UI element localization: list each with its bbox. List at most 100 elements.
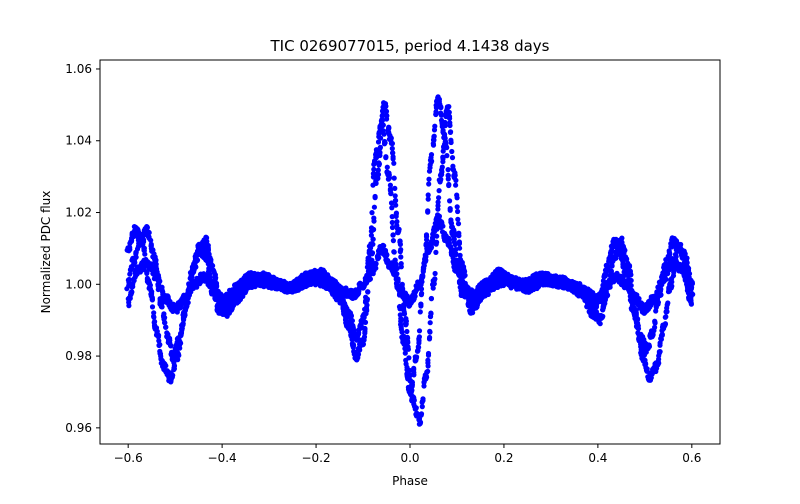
data-point	[428, 296, 434, 302]
data-point	[138, 234, 144, 240]
data-point	[346, 320, 352, 326]
data-point	[439, 164, 445, 170]
data-point	[455, 216, 461, 222]
data-point	[636, 331, 642, 338]
data-point	[146, 229, 152, 235]
data-point	[391, 175, 397, 181]
data-point	[425, 352, 432, 358]
data-point	[430, 142, 437, 148]
data-point	[398, 254, 404, 260]
data-point	[445, 167, 451, 173]
data-point	[684, 255, 690, 261]
data-point	[389, 219, 395, 226]
data-point	[399, 329, 405, 335]
data-point	[411, 372, 417, 378]
data-point	[411, 291, 417, 298]
data-point	[203, 238, 209, 244]
data-point	[398, 264, 404, 270]
data-point	[157, 278, 163, 284]
data-point	[412, 354, 418, 360]
data-point	[431, 137, 437, 143]
data-point	[416, 344, 422, 350]
data-point	[431, 133, 437, 139]
data-point	[178, 340, 184, 346]
data-point	[392, 193, 398, 199]
data-point	[157, 351, 164, 357]
data-point	[389, 140, 395, 147]
data-point	[356, 345, 362, 351]
data-point	[157, 342, 163, 348]
data-point	[210, 263, 216, 269]
data-point	[162, 315, 168, 321]
data-point	[459, 276, 465, 282]
data-point	[364, 308, 370, 314]
data-point	[225, 306, 231, 312]
data-point	[373, 180, 379, 186]
data-point	[438, 171, 444, 177]
data-point	[641, 352, 647, 358]
data-point	[427, 334, 433, 341]
data-point	[440, 223, 446, 229]
data-point	[447, 129, 453, 135]
data-point	[420, 264, 427, 270]
data-point	[365, 276, 371, 282]
data-point	[191, 264, 197, 270]
data-point	[615, 246, 621, 252]
data-point	[383, 154, 389, 160]
data-point	[604, 293, 610, 299]
data-point	[159, 304, 165, 310]
data-point	[406, 367, 413, 373]
data-point	[668, 285, 674, 291]
data-point	[378, 129, 384, 135]
data-point	[375, 171, 382, 178]
data-point	[360, 341, 366, 347]
data-point	[686, 270, 692, 276]
data-point	[388, 200, 395, 206]
data-point	[418, 412, 424, 418]
data-point	[633, 310, 639, 316]
data-point	[689, 281, 696, 287]
data-point	[446, 104, 452, 110]
data-point	[682, 251, 688, 257]
data-point	[127, 295, 133, 301]
data-point	[362, 330, 368, 336]
data-point	[390, 232, 396, 238]
data-point	[372, 195, 378, 201]
data-point	[441, 145, 447, 151]
data-point	[447, 115, 453, 121]
data-point	[665, 300, 671, 306]
data-point	[370, 236, 376, 242]
data-point	[458, 257, 464, 263]
data-point	[350, 342, 357, 348]
data-point	[619, 235, 625, 241]
data-point	[390, 154, 396, 160]
data-point	[401, 304, 407, 311]
data-point	[453, 177, 459, 183]
data-point	[205, 256, 211, 262]
data-point	[427, 329, 433, 335]
data-point	[168, 343, 174, 349]
data-point	[441, 133, 448, 139]
data-point	[163, 324, 169, 330]
data-point	[425, 196, 431, 202]
data-point	[129, 289, 135, 295]
data-point	[191, 269, 197, 275]
data-point	[447, 122, 453, 129]
data-point	[194, 284, 200, 290]
data-point	[380, 122, 386, 128]
data-point	[419, 290, 425, 296]
data-point	[416, 328, 423, 334]
data-point	[382, 140, 388, 146]
data-point	[392, 185, 398, 191]
data-point	[417, 309, 423, 315]
data-point	[411, 397, 417, 403]
data-point	[182, 312, 188, 318]
data-point	[442, 138, 448, 145]
data-point	[149, 296, 155, 303]
data-point	[384, 252, 390, 258]
data-point	[391, 249, 397, 255]
data-point	[392, 257, 398, 263]
data-point	[627, 271, 634, 277]
data-point	[151, 313, 157, 319]
